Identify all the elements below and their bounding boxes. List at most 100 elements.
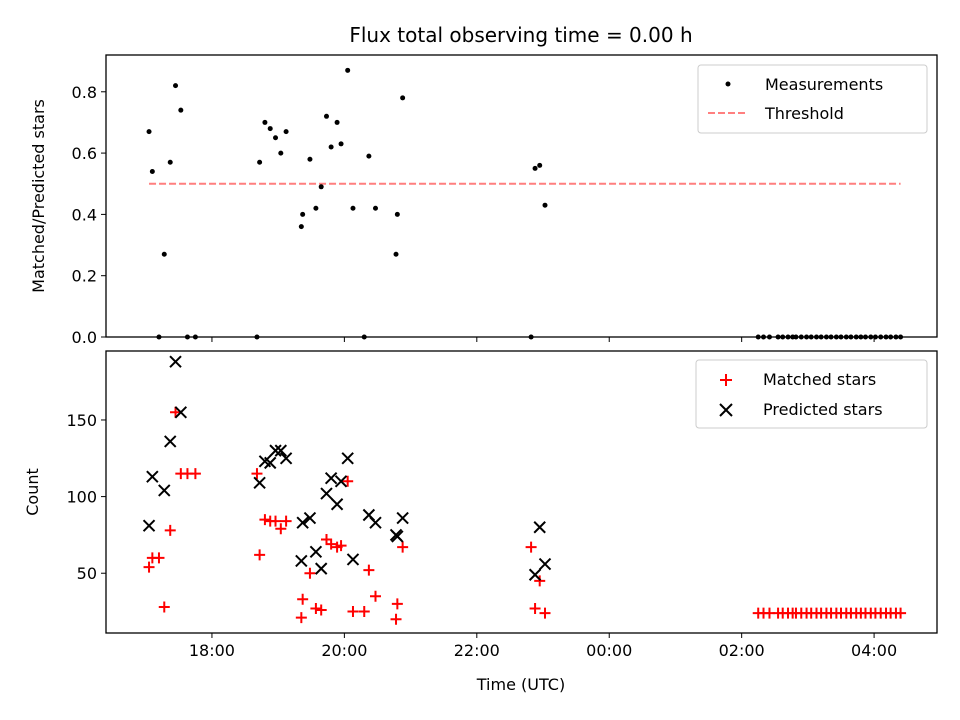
- matched-star-point: [534, 575, 546, 587]
- measurement-point: [273, 135, 279, 141]
- matched-star-point: [170, 406, 182, 418]
- matched-star-point: [259, 514, 271, 526]
- predicted-star-point: [253, 476, 266, 490]
- bottom-axes-frame: [105, 350, 938, 634]
- bottom-legend-frame: [695, 359, 928, 429]
- measurement-point: [537, 162, 543, 168]
- bottom-y-ticks: 50 100 150: [66, 411, 106, 583]
- matched-star-point: [391, 598, 403, 610]
- top-plot-area: [146, 67, 904, 340]
- matched-star-point: [270, 515, 282, 527]
- matched-star-point: [304, 567, 316, 579]
- top-axes-frame: [105, 54, 938, 338]
- matched-star-point: [164, 524, 176, 536]
- measurement-point: [400, 95, 406, 101]
- predicted-star-point: [303, 511, 317, 525]
- measurement-point: [307, 156, 313, 162]
- matched-star-point: [153, 552, 165, 564]
- top-legend: Measurements Threshold: [697, 64, 928, 134]
- legend-measurements-label: Measurements: [765, 75, 883, 94]
- predicted-star-point: [269, 444, 282, 457]
- measurement-point: [334, 119, 340, 125]
- bottom-y-tick-label: 150: [66, 411, 97, 430]
- bottom-y-tick-label: 100: [66, 488, 97, 507]
- predicted-star-point: [158, 484, 171, 497]
- measurement-point: [149, 168, 155, 174]
- measurement-point: [372, 205, 378, 211]
- bottom-x-ticks: 18:00 20:00 22:00 00:00 02:00 04:00: [189, 633, 897, 660]
- measurement-point: [394, 211, 400, 217]
- top-panel: 0.00.20.40.60.8 Matched/Predicted stars …: [29, 54, 938, 347]
- matched-star-point: [251, 468, 263, 480]
- top-y-tick-label: 0.2: [72, 267, 97, 286]
- x-tick-label: 18:00: [189, 641, 235, 660]
- top-y-tick-label: 0.8: [72, 83, 97, 102]
- matched-star-point: [363, 564, 375, 576]
- measurement-point: [146, 129, 152, 135]
- measurement-point: [298, 224, 304, 230]
- measurement-point: [542, 202, 548, 208]
- top-y-tick-label: 0.6: [72, 144, 97, 163]
- legend-predicted-label: Predicted stars: [763, 400, 883, 419]
- bottom-y-axis-label: Count: [23, 468, 42, 516]
- matched-star-point: [390, 613, 402, 625]
- measurement-point: [300, 211, 306, 217]
- top-y-axis-label: Matched/Predicted stars: [29, 99, 48, 293]
- predicted-star-point: [295, 554, 308, 568]
- predicted-star-point: [309, 545, 323, 558]
- predicted-star-point: [279, 452, 293, 465]
- legend-predicted-marker: [719, 403, 733, 417]
- measurement-point: [257, 159, 263, 165]
- measurement-point: [338, 141, 344, 147]
- x-tick-label: 22:00: [454, 641, 500, 660]
- matched-star-point: [280, 515, 292, 527]
- predicted-star-point: [169, 355, 182, 368]
- matched-star-point: [529, 602, 541, 614]
- matched-star-point: [315, 604, 327, 616]
- top-legend-frame: [697, 64, 928, 134]
- predicted-star-point: [296, 516, 309, 529]
- top-y-tick-label: 0.0: [72, 328, 97, 347]
- predicted-star-point: [324, 471, 338, 485]
- measurement-point: [393, 251, 399, 257]
- measurement-point: [267, 126, 273, 132]
- predicted-star-point: [174, 406, 188, 419]
- matched-star-point: [335, 540, 347, 552]
- predicted-star-point: [391, 530, 404, 543]
- matched-star-point: [539, 607, 551, 619]
- matched-star-point: [189, 468, 201, 480]
- predicted-star-point: [528, 568, 542, 581]
- measurement-point: [262, 119, 268, 125]
- x-tick-label: 02:00: [719, 641, 765, 660]
- matched-star-point: [295, 612, 307, 624]
- predicted-star-point: [146, 470, 159, 483]
- matched-star-point: [369, 590, 381, 602]
- measurement-point: [161, 251, 167, 257]
- predicted-star-point: [369, 516, 382, 529]
- measurement-point: [278, 150, 284, 156]
- predicted-star-point: [264, 456, 277, 470]
- x-tick-label: 04:00: [851, 641, 897, 660]
- matched-star-point: [342, 475, 354, 487]
- measurement-point: [318, 184, 324, 190]
- top-y-ticks: 0.0 0.2 0.4 0.6 0.8: [72, 83, 106, 347]
- matched-star-point: [310, 602, 322, 614]
- predicted-star-point: [533, 521, 546, 534]
- matched-star-point: [275, 523, 287, 535]
- matched-star-point: [347, 606, 359, 618]
- matched-star-point: [895, 607, 907, 619]
- measurement-point: [345, 67, 351, 73]
- predicted-star-point: [396, 511, 409, 525]
- measurement-point: [313, 205, 319, 211]
- measurement-point: [167, 159, 173, 165]
- predicted-star-point: [341, 452, 354, 465]
- x-tick-label: 00:00: [586, 641, 632, 660]
- matched-star-point: [254, 549, 266, 561]
- matched-star-point: [143, 561, 155, 573]
- predicted-star-point: [334, 475, 348, 488]
- predicted-star-point: [142, 519, 156, 532]
- x-tick-label: 20:00: [321, 641, 367, 660]
- measurement-point: [532, 165, 538, 171]
